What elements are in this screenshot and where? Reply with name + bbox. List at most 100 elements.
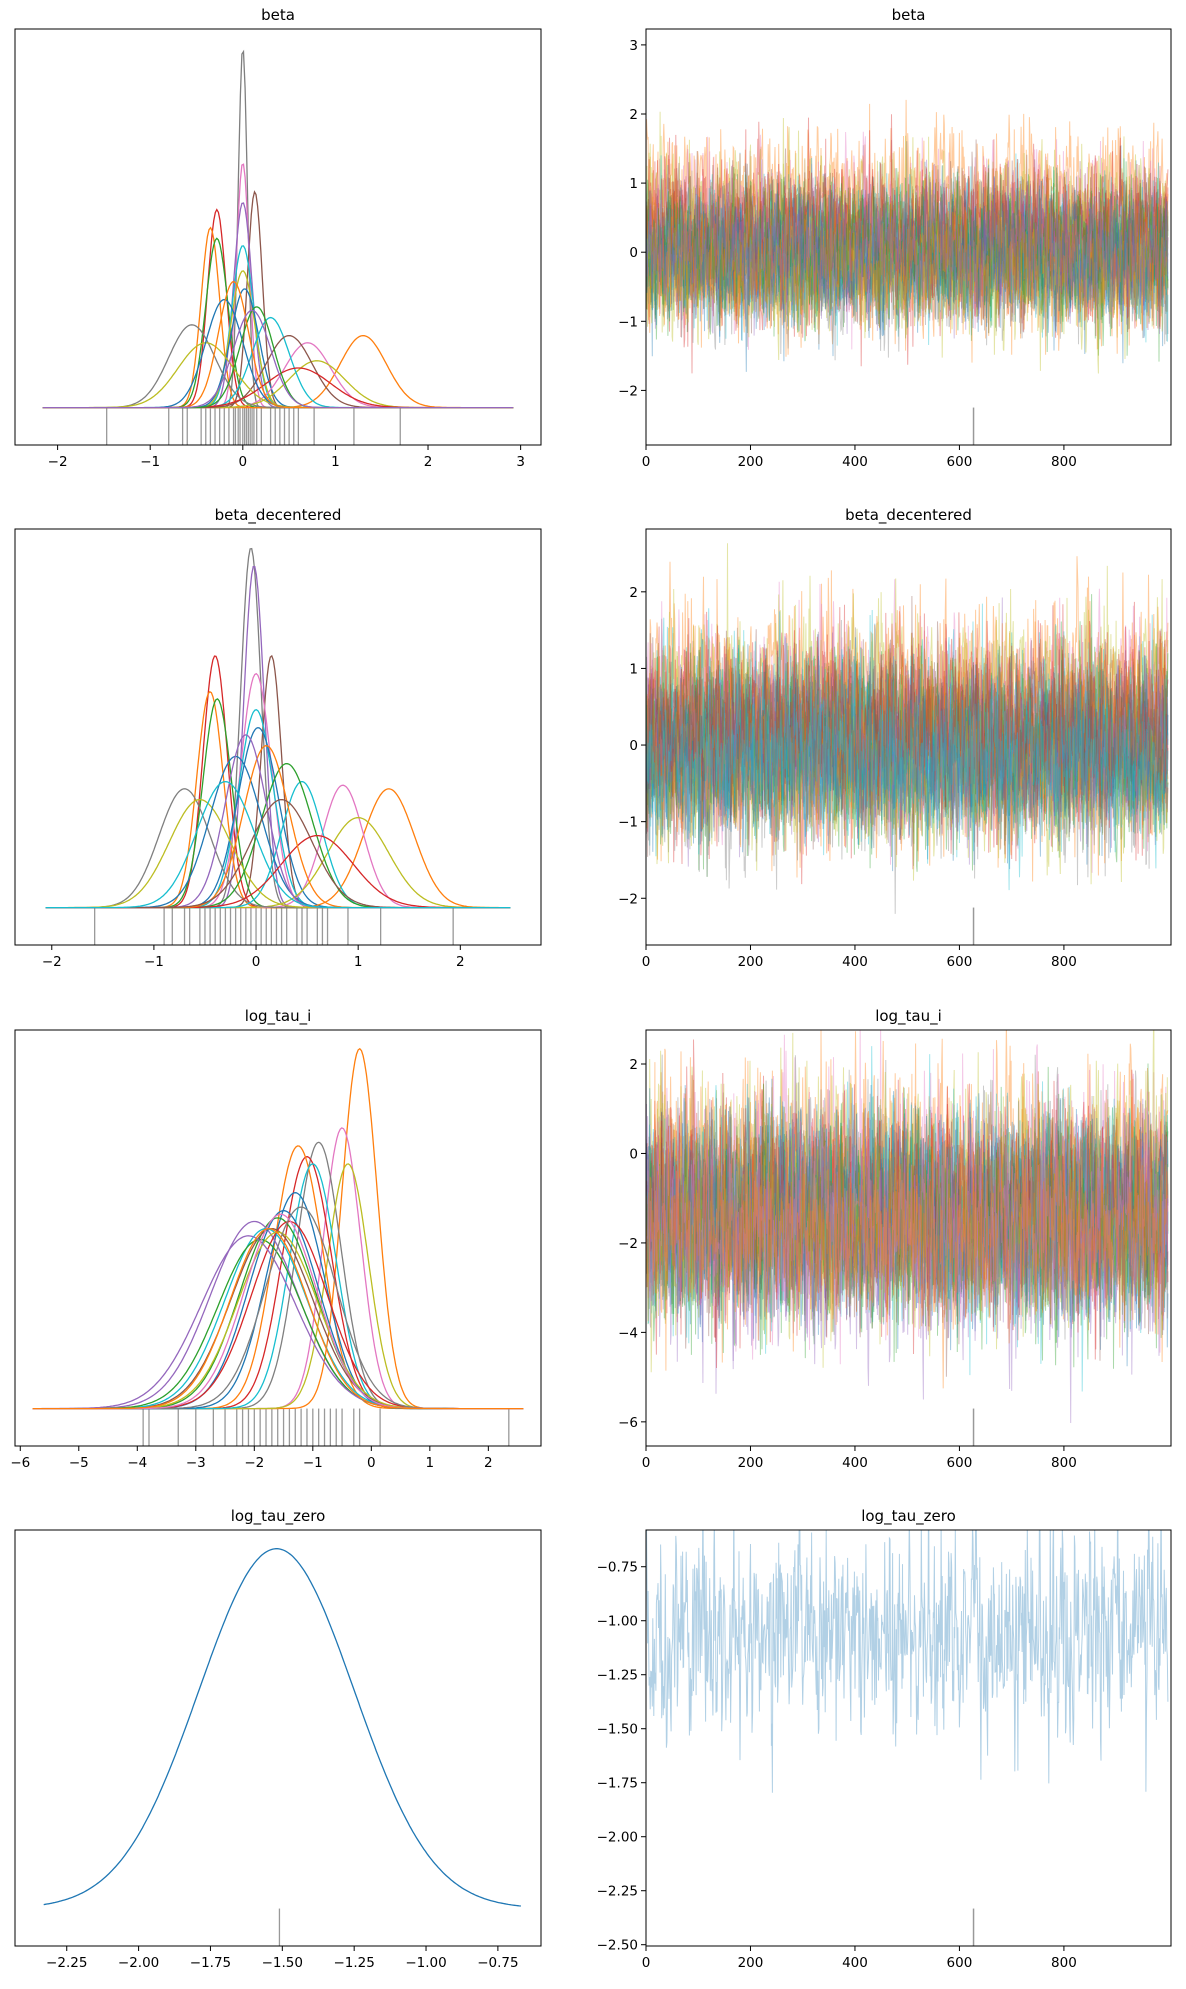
kde-line: [45, 788, 511, 909]
subplot-title: log_tau_i: [875, 1007, 942, 1026]
x-tick-label: −2: [42, 954, 62, 970]
trace-line: [646, 1063, 1169, 1369]
x-tick-label: −5: [69, 1455, 89, 1471]
trace-line: [646, 139, 1169, 327]
trace-line: [646, 643, 1169, 914]
x-tick-label: 0: [642, 1955, 651, 1971]
trace-line: [646, 1103, 1169, 1424]
trace-line: [646, 161, 1169, 362]
kde-line: [32, 1145, 524, 1410]
kde-subplot-log-tau-i: log_tau_i −6 −5 −4 −3 −2 −1 0 1 2: [10, 1007, 542, 1471]
x-tick-label: −4: [127, 1455, 147, 1471]
x-tick-label: 600: [947, 954, 973, 970]
x-tick-label: 400: [842, 1455, 868, 1471]
y-tick-label: −2: [618, 1236, 638, 1252]
trace-line: [646, 1030, 1169, 1319]
y-tick-label: 3: [629, 38, 638, 54]
x-tick-label: −1.50: [262, 1955, 303, 1971]
kde-line: [45, 780, 511, 909]
axes-frame: [14, 1529, 542, 1947]
trace-line: [646, 145, 1169, 334]
kde-line: [42, 237, 514, 409]
trace-line: [646, 165, 1169, 357]
trace-line: [646, 603, 1169, 845]
plot-area: [43, 1548, 521, 1946]
plot-area: [45, 547, 511, 945]
y-tick-label: −1.75: [597, 1776, 638, 1792]
x-tick-label: −1.25: [333, 1955, 374, 1971]
trace-line: [646, 614, 1169, 891]
x-tick-label: 200: [738, 454, 764, 470]
trace-subplot-log-tau-zero: log_tau_zero −2.50 −2.25 −2.00 −1.75 −1.50 −1.…: [597, 1507, 1172, 1971]
subplot-title: beta: [261, 6, 295, 24]
trace-line: [646, 601, 1169, 828]
trace-line: [646, 643, 1169, 877]
kde-line: [45, 816, 511, 909]
kde-line: [43, 1548, 521, 1907]
trace-line: [646, 600, 1169, 868]
x-tick-label: 0: [642, 954, 651, 970]
axes-frame: [14, 528, 542, 946]
trace-line: [646, 1530, 1169, 1793]
trace-line: [646, 1098, 1169, 1400]
x-tick-label: 600: [947, 454, 973, 470]
x-tick-label: 600: [947, 1955, 973, 1971]
y-tick-label: 2: [629, 107, 638, 123]
trace-line: [646, 1070, 1169, 1373]
trace-line: [646, 594, 1169, 855]
trace-line: [646, 153, 1169, 363]
kde-line: [32, 1238, 524, 1410]
subplot-title: beta_decentered: [215, 506, 342, 525]
y-tick-label: 0: [629, 245, 638, 261]
trace-line: [646, 1046, 1169, 1345]
plot-area: [646, 1030, 1169, 1446]
kde-line: [42, 306, 514, 409]
subplot-title: log_tau_zero: [231, 1507, 326, 1526]
x-tick-label: −2.25: [46, 1955, 87, 1971]
trace-subplot-beta-decentered: beta_decentered −2 −1 0 1 2 0 200 400 600 800: [618, 506, 1172, 970]
trace-line: [646, 140, 1169, 350]
kde-line: [32, 1206, 524, 1410]
x-tick-label: 200: [738, 954, 764, 970]
kde-line: [32, 1192, 524, 1410]
x-tick-label: 2: [484, 1455, 493, 1471]
axes-frame: [645, 528, 1172, 946]
plot-area: [646, 1530, 1169, 1946]
kde-line: [32, 1156, 524, 1410]
trace-line: [646, 1039, 1169, 1360]
trace-line: [646, 1054, 1169, 1338]
trace-line: [646, 556, 1169, 803]
trace-line: [646, 172, 1169, 346]
x-tick-label: −3: [186, 1455, 206, 1471]
plot-area: [646, 543, 1169, 945]
trace-line: [646, 185, 1169, 374]
trace-line: [646, 159, 1169, 336]
y-tick-label: −6: [618, 1415, 638, 1431]
trace-line: [646, 632, 1169, 858]
trace-line: [646, 1062, 1168, 1389]
kde-line: [32, 1228, 524, 1410]
axes-frame: [14, 28, 542, 446]
kde-line: [32, 1227, 524, 1410]
trace-line: [646, 172, 1169, 356]
x-tick-label: 800: [1051, 954, 1077, 970]
trace-line: [646, 629, 1169, 850]
trace-line: [646, 632, 1169, 865]
y-tick-label: 1: [629, 661, 638, 677]
trace-line: [646, 139, 1169, 339]
x-tick-label: −1.75: [190, 1955, 231, 1971]
y-tick-label: −0.75: [597, 1560, 638, 1576]
y-tick-label: −2.00: [597, 1830, 638, 1846]
x-tick-label: 0: [367, 1455, 376, 1471]
plot-area: [42, 49, 514, 445]
x-tick-label: 800: [1051, 1455, 1077, 1471]
kde-line: [42, 202, 514, 409]
y-tick-label: 2: [629, 1057, 638, 1073]
trace-line: [646, 1083, 1169, 1368]
trace-line: [646, 655, 1169, 885]
kde-subplot-beta: beta −2 −1 0 1 2 3: [14, 6, 542, 470]
x-tick-label: 2: [424, 454, 433, 470]
y-tick-label: −1: [618, 314, 638, 330]
trace-line: [646, 141, 1169, 372]
subplot-title: log_tau_zero: [861, 1507, 956, 1526]
